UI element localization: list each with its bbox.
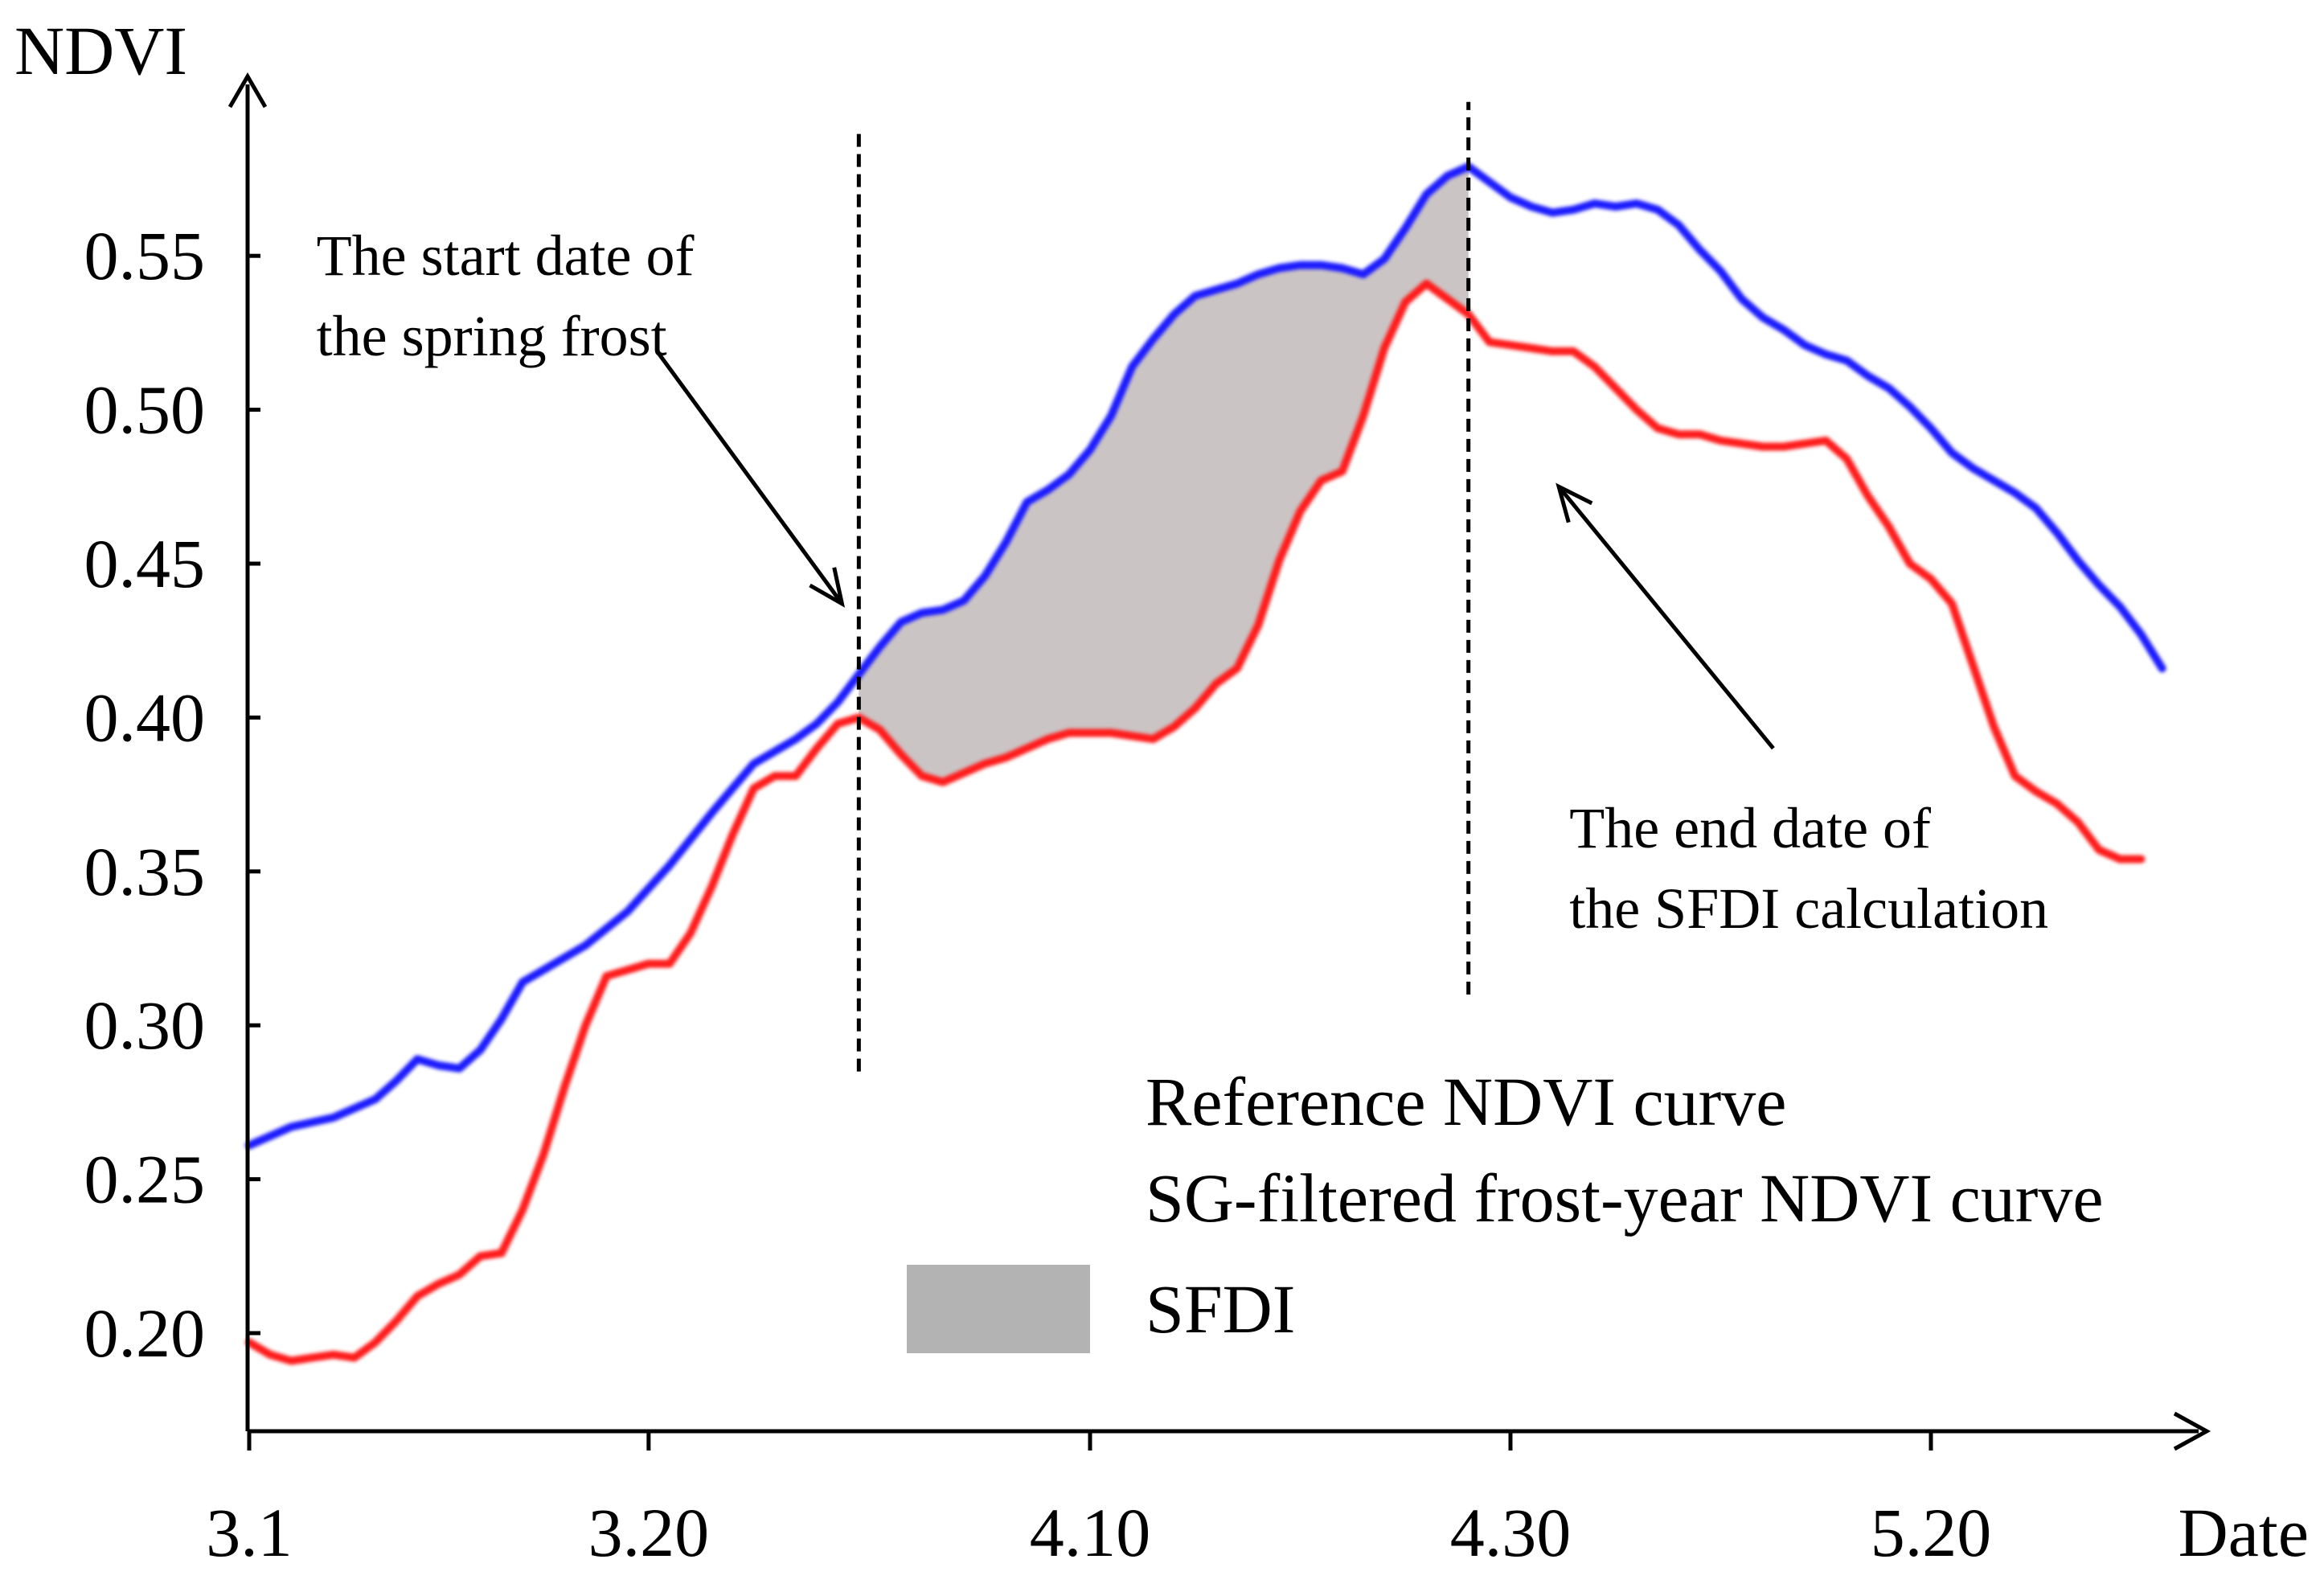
start-annotation-line-2: the spring frost bbox=[317, 304, 667, 368]
x-tick-label: 4.30 bbox=[1450, 1494, 1572, 1571]
y-axis-arrowhead bbox=[227, 72, 268, 109]
x-axis-arrowhead bbox=[2173, 1411, 2211, 1451]
end-annotation-line-1: The end date of bbox=[1569, 796, 1931, 860]
y-tick-label: 0.45 bbox=[84, 525, 206, 602]
legend-label-1: Reference NDVI curve bbox=[1146, 1063, 1786, 1140]
sfdi-region bbox=[859, 166, 1469, 782]
x-axis-title: Date bbox=[2178, 1494, 2309, 1571]
start-annotation-arrow bbox=[655, 350, 844, 605]
legend-label-3: SFDI bbox=[1146, 1270, 1295, 1348]
x-tick-label: 4.10 bbox=[1030, 1494, 1151, 1571]
x-tick-label: 5.20 bbox=[1871, 1494, 1992, 1571]
y-axis-title: NDVI bbox=[14, 12, 187, 89]
y-tick-label: 0.35 bbox=[84, 833, 206, 910]
start-annotation-line-1: The start date of bbox=[317, 224, 695, 288]
y-tick-label: 0.25 bbox=[84, 1141, 206, 1218]
end-annotation-arrowhead bbox=[1555, 482, 1593, 523]
end-annotation-arrow bbox=[1557, 485, 1775, 750]
x-tick-label: 3.20 bbox=[588, 1494, 710, 1571]
y-tick-label: 0.40 bbox=[84, 679, 206, 756]
start-annotation-arrowhead bbox=[809, 567, 846, 608]
y-tick-label: 0.30 bbox=[84, 987, 206, 1064]
legend-label-2: SG-filtered frost-year NDVI curve bbox=[1146, 1159, 2104, 1237]
y-tick-label: 0.50 bbox=[84, 371, 206, 449]
y-tick-label: 0.55 bbox=[84, 217, 206, 294]
reference-ndvi-line bbox=[245, 162, 2166, 1150]
frost-year-ndvi-line bbox=[245, 279, 2146, 1365]
y-tick-label: 0.20 bbox=[84, 1295, 206, 1372]
x-tick-label: 3.1 bbox=[206, 1494, 293, 1571]
legend-swatch-3 bbox=[907, 1265, 1090, 1353]
end-annotation-line-2: the SFDI calculation bbox=[1569, 876, 2048, 941]
